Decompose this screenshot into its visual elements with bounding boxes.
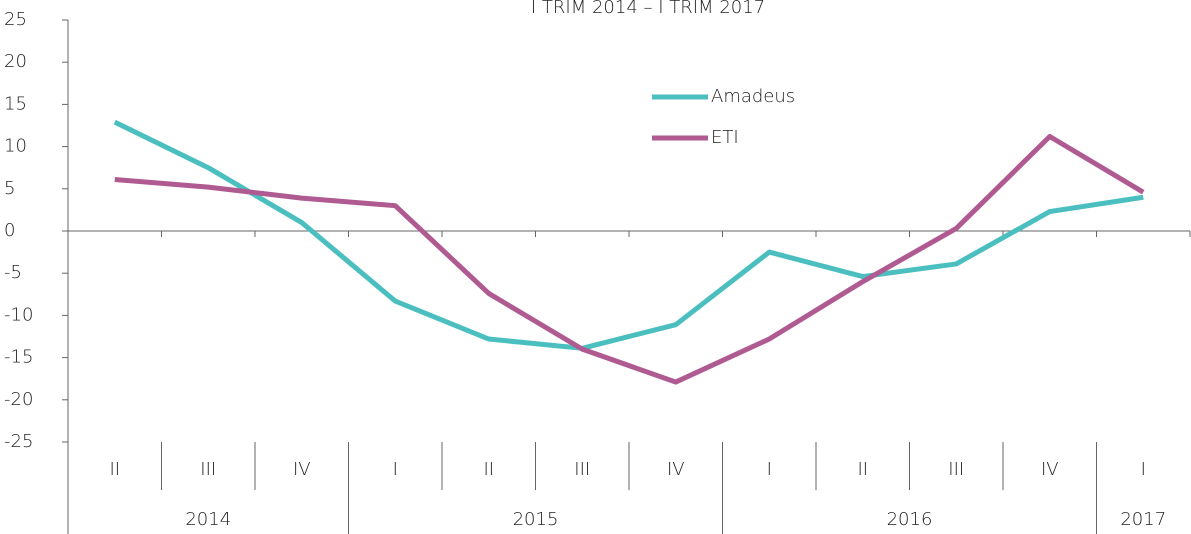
x-tick-label: II (109, 459, 120, 480)
x-tick-label: IV (667, 459, 685, 480)
chart-title: I TRIM 2014 – I TRIM 2017 (531, 0, 765, 18)
group-label: 2016 (887, 509, 933, 530)
y-tick-label: 10 (4, 136, 27, 157)
x-tick-label: III (574, 459, 590, 480)
x-tick-label: III (200, 459, 216, 480)
y-tick-label: 0 (4, 220, 15, 241)
x-tick-label: III (948, 459, 964, 480)
legend-label: Amadeus (711, 86, 795, 107)
x-tick-label: I (393, 459, 398, 480)
y-tick-label: 20 (4, 51, 27, 72)
line-series (113, 119, 1144, 351)
line-series (114, 133, 1145, 385)
y-tick-label: -20 (4, 389, 33, 410)
x-tick-label: I (767, 459, 772, 480)
x-tick-label: II (483, 459, 494, 480)
x-tick-label: II (857, 459, 868, 480)
y-tick-label: -25 (4, 431, 33, 452)
y-tick-label: 15 (4, 93, 27, 114)
x-tick-label: I (1141, 459, 1146, 480)
legend-label: ETI (711, 127, 739, 148)
group-label: 2014 (185, 509, 231, 530)
y-tick-label: -10 (4, 304, 33, 325)
y-tick-label: -15 (4, 347, 33, 368)
x-tick-label: IV (1041, 459, 1059, 480)
group-label: 2015 (513, 509, 559, 530)
group-label: 2017 (1120, 509, 1166, 530)
y-tick-label: 25 (4, 9, 27, 30)
x-tick-label: IV (293, 459, 311, 480)
y-tick-label: -5 (4, 262, 22, 283)
y-tick-label: 5 (4, 178, 15, 199)
